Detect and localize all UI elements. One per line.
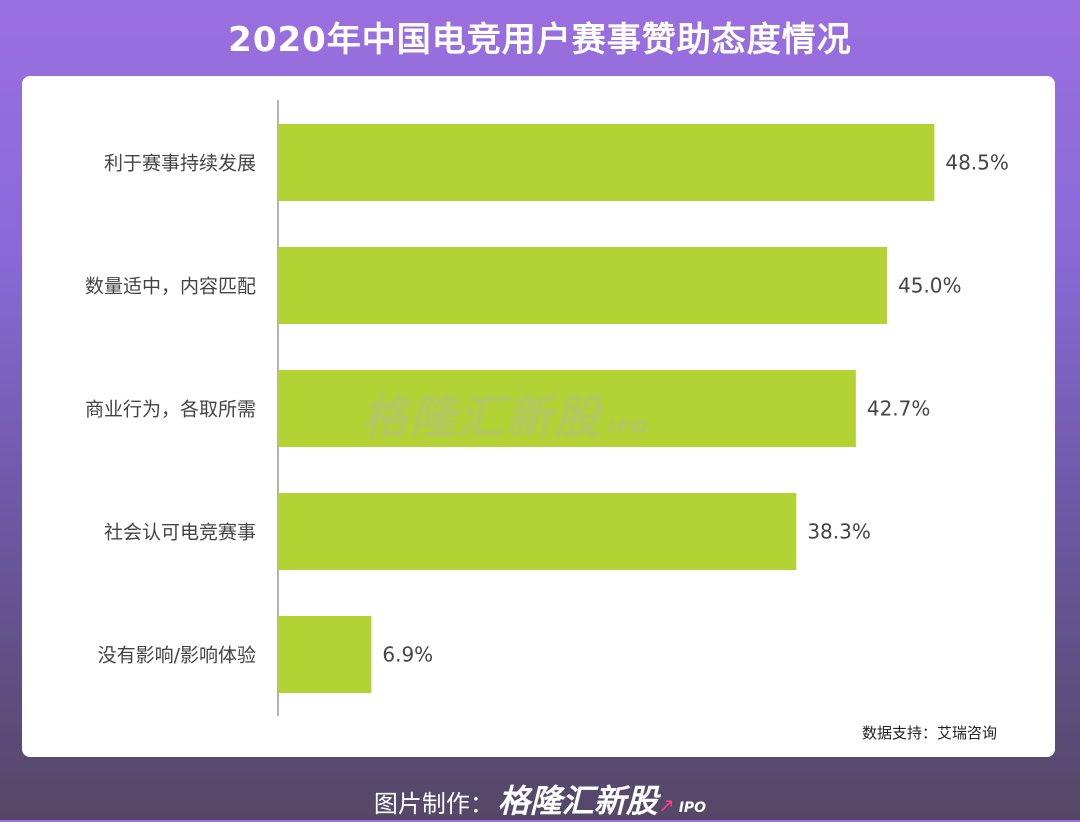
footer-ipo: IPO [678, 800, 707, 816]
category-label-2: 商业行为，各取所需 [85, 399, 256, 421]
trend-arrow-icon: ↗ [657, 793, 675, 817]
watermark: 格隆汇新股 IPO [362, 381, 649, 447]
category-label-3: 社会认可电竞赛事 [104, 522, 256, 544]
data-source: 数据支持：艾瑞咨询 [861, 724, 997, 742]
bar-3 [278, 493, 797, 570]
footer-brand-logo: 格隆汇新股 [497, 782, 658, 820]
value-label-0: 48.5% [945, 151, 1009, 175]
page-title: 2020年中国电竞用户赛事赞助态度情况 [228, 20, 852, 60]
bar-4 [278, 616, 372, 693]
watermark-brand: 格隆汇新股 [362, 390, 602, 444]
value-label-4: 6.9% [382, 643, 433, 667]
bar-2 [278, 370, 856, 447]
bar-0 [278, 124, 935, 201]
value-label-3: 38.3% [807, 520, 871, 544]
watermark-ipo: IPO [608, 417, 650, 438]
category-label-4: 没有影响/影响体验 [98, 645, 256, 667]
value-label-2: 42.7% [867, 397, 931, 421]
bar-1 [278, 247, 887, 324]
value-label-1: 45.0% [898, 274, 962, 298]
bar-chart: 利于赛事持续发展 48.5% 数量适中，内容匹配 45.0% 商业行为，各取所需 42.7… [85, 100, 1009, 716]
category-label-0: 利于赛事持续发展 [104, 153, 256, 175]
footer: 图片制作： 格隆汇新股↗ IPO [0, 776, 1080, 822]
chart-card: 利于赛事持续发展 48.5% 数量适中，内容匹配 45.0% 商业行为，各取所需 42.7… [22, 76, 1055, 757]
footer-prefix: 图片制作： [373, 790, 494, 818]
category-label-1: 数量适中，内容匹配 [85, 276, 256, 298]
